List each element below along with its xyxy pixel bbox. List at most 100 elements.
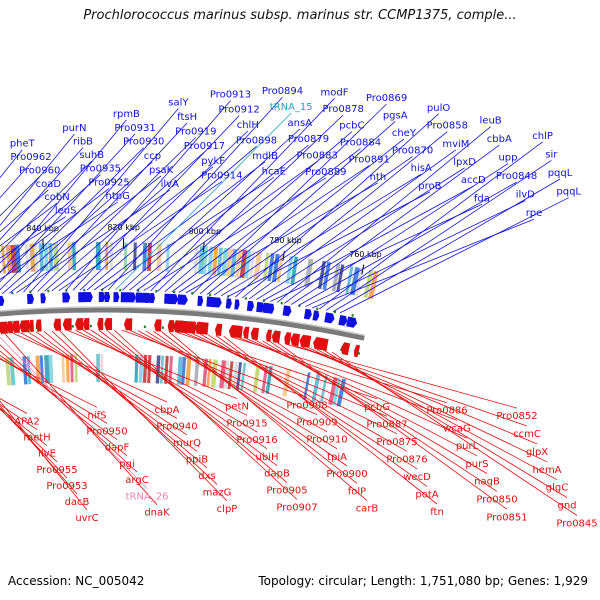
leader-line	[37, 137, 197, 292]
outer-content-block	[67, 242, 73, 271]
gene-label: Pro0905	[266, 486, 307, 497]
inner-content-block	[48, 354, 54, 384]
leader-line	[65, 100, 231, 291]
gene-label: pheT	[10, 139, 36, 150]
genome-info-text: Topology: circular; Length: 1,751,080 bp…	[258, 574, 588, 588]
inner-content-block	[311, 373, 321, 402]
leader-line	[0, 405, 78, 495]
inner-content-block	[206, 358, 212, 388]
forward-gene-arrow	[312, 310, 320, 321]
outer-content-block	[156, 243, 163, 272]
leader-line	[145, 330, 338, 450]
outer-content-block	[24, 243, 30, 273]
outer-content-block	[345, 266, 354, 295]
inner-content-block	[61, 354, 66, 383]
gene-label: Pro0851	[486, 512, 527, 523]
gene-label: sir	[545, 149, 558, 160]
gene-label: Pro0953	[46, 481, 87, 492]
gene-label: uvrC	[75, 513, 98, 524]
gene-label: Pro0887	[366, 419, 407, 430]
gene-label: ansA	[288, 118, 313, 129]
gene-label: pqqL	[548, 168, 573, 179]
leader-line	[28, 331, 188, 436]
forward-gene-arrow	[225, 298, 232, 309]
leader-line	[285, 343, 518, 409]
inner-content-block	[252, 364, 261, 393]
leader-line	[184, 332, 388, 417]
leader-line	[298, 181, 517, 306]
reverse-gene-arrow	[266, 329, 272, 342]
gene-label: Pro0960	[19, 165, 60, 176]
forward-gene-arrow	[84, 292, 93, 303]
outer-content-block	[207, 246, 214, 275]
gene-label: Pro0875	[376, 437, 417, 448]
leader-line	[0, 398, 28, 414]
outer-content-block	[193, 245, 200, 274]
leader-line	[0, 189, 49, 233]
leader-line	[0, 202, 58, 247]
inner-content-block	[336, 378, 347, 407]
forward-gene-arrow	[127, 292, 136, 303]
gene-labels: pheT Pro0962 Pro0960 coaD cobN leuS purN ribB su…	[10, 86, 598, 529]
leader-line	[23, 108, 179, 293]
leader-line	[241, 131, 448, 299]
leader-line	[249, 149, 457, 300]
backbone-arc	[0, 307, 365, 341]
leader-line	[234, 113, 439, 298]
leader-line	[263, 185, 474, 301]
gene-label: cheY	[392, 128, 417, 139]
gene-label: Pro0852	[496, 411, 537, 422]
leader-line	[129, 144, 309, 291]
gene-label: Pro0908	[286, 401, 327, 412]
forward-gene-arrow	[168, 293, 179, 305]
reverse-gene-arrow	[154, 319, 162, 332]
outer-content-block	[368, 270, 379, 300]
leader-line	[168, 331, 368, 501]
outer-content-block	[276, 254, 284, 283]
leader-line	[0, 403, 38, 430]
forward-gene-arrow	[113, 292, 120, 303]
gene-label: ccp	[144, 151, 161, 162]
reverse-gene-arrow	[19, 320, 30, 333]
gene-label: cbbA	[487, 134, 512, 145]
leader-line	[150, 98, 335, 292]
scale-label: 760 kbp	[349, 250, 382, 259]
gene-label: htpG	[106, 191, 130, 202]
gene-label: Pro0894	[262, 86, 303, 97]
reverse-gene-arrow	[104, 318, 113, 331]
leader-line	[332, 178, 561, 312]
gene-label: purN	[62, 123, 86, 134]
leader-line	[122, 329, 308, 398]
forward-gene-arrow	[27, 293, 34, 305]
gene-label: lpxD	[453, 157, 476, 168]
gene-label: Pro0917	[184, 141, 225, 152]
leader-line	[270, 341, 498, 492]
gene-label: Pro0940	[156, 421, 197, 432]
forward-gene-arrow	[256, 301, 265, 313]
gene-label: tRNA_15	[270, 102, 313, 113]
gene-label: nth	[370, 172, 387, 183]
leader-line	[223, 335, 438, 505]
leader-line	[185, 182, 379, 294]
leader-line	[51, 166, 214, 292]
gene-label: purL	[456, 441, 479, 452]
outer-content-block	[290, 256, 299, 285]
leader-line	[171, 148, 361, 293]
leader-line	[143, 177, 327, 292]
gene-label: Pro0878	[323, 104, 364, 115]
gene-label: fda	[474, 193, 490, 204]
leader-line	[114, 329, 298, 500]
gene-label: wecD	[403, 472, 431, 483]
gene-label: nagB	[474, 477, 500, 488]
leader-line	[254, 339, 478, 457]
leader-line	[58, 181, 223, 292]
outer-content-block	[165, 243, 171, 272]
leader-line	[305, 200, 526, 308]
gene-label: wcaG	[443, 423, 471, 434]
leader-line	[161, 331, 358, 484]
gene-label: Pro0858	[427, 121, 468, 132]
forward-gene-arrow	[40, 293, 46, 304]
gene-label: cobN	[44, 192, 69, 203]
gene-label: psaK	[149, 165, 174, 176]
